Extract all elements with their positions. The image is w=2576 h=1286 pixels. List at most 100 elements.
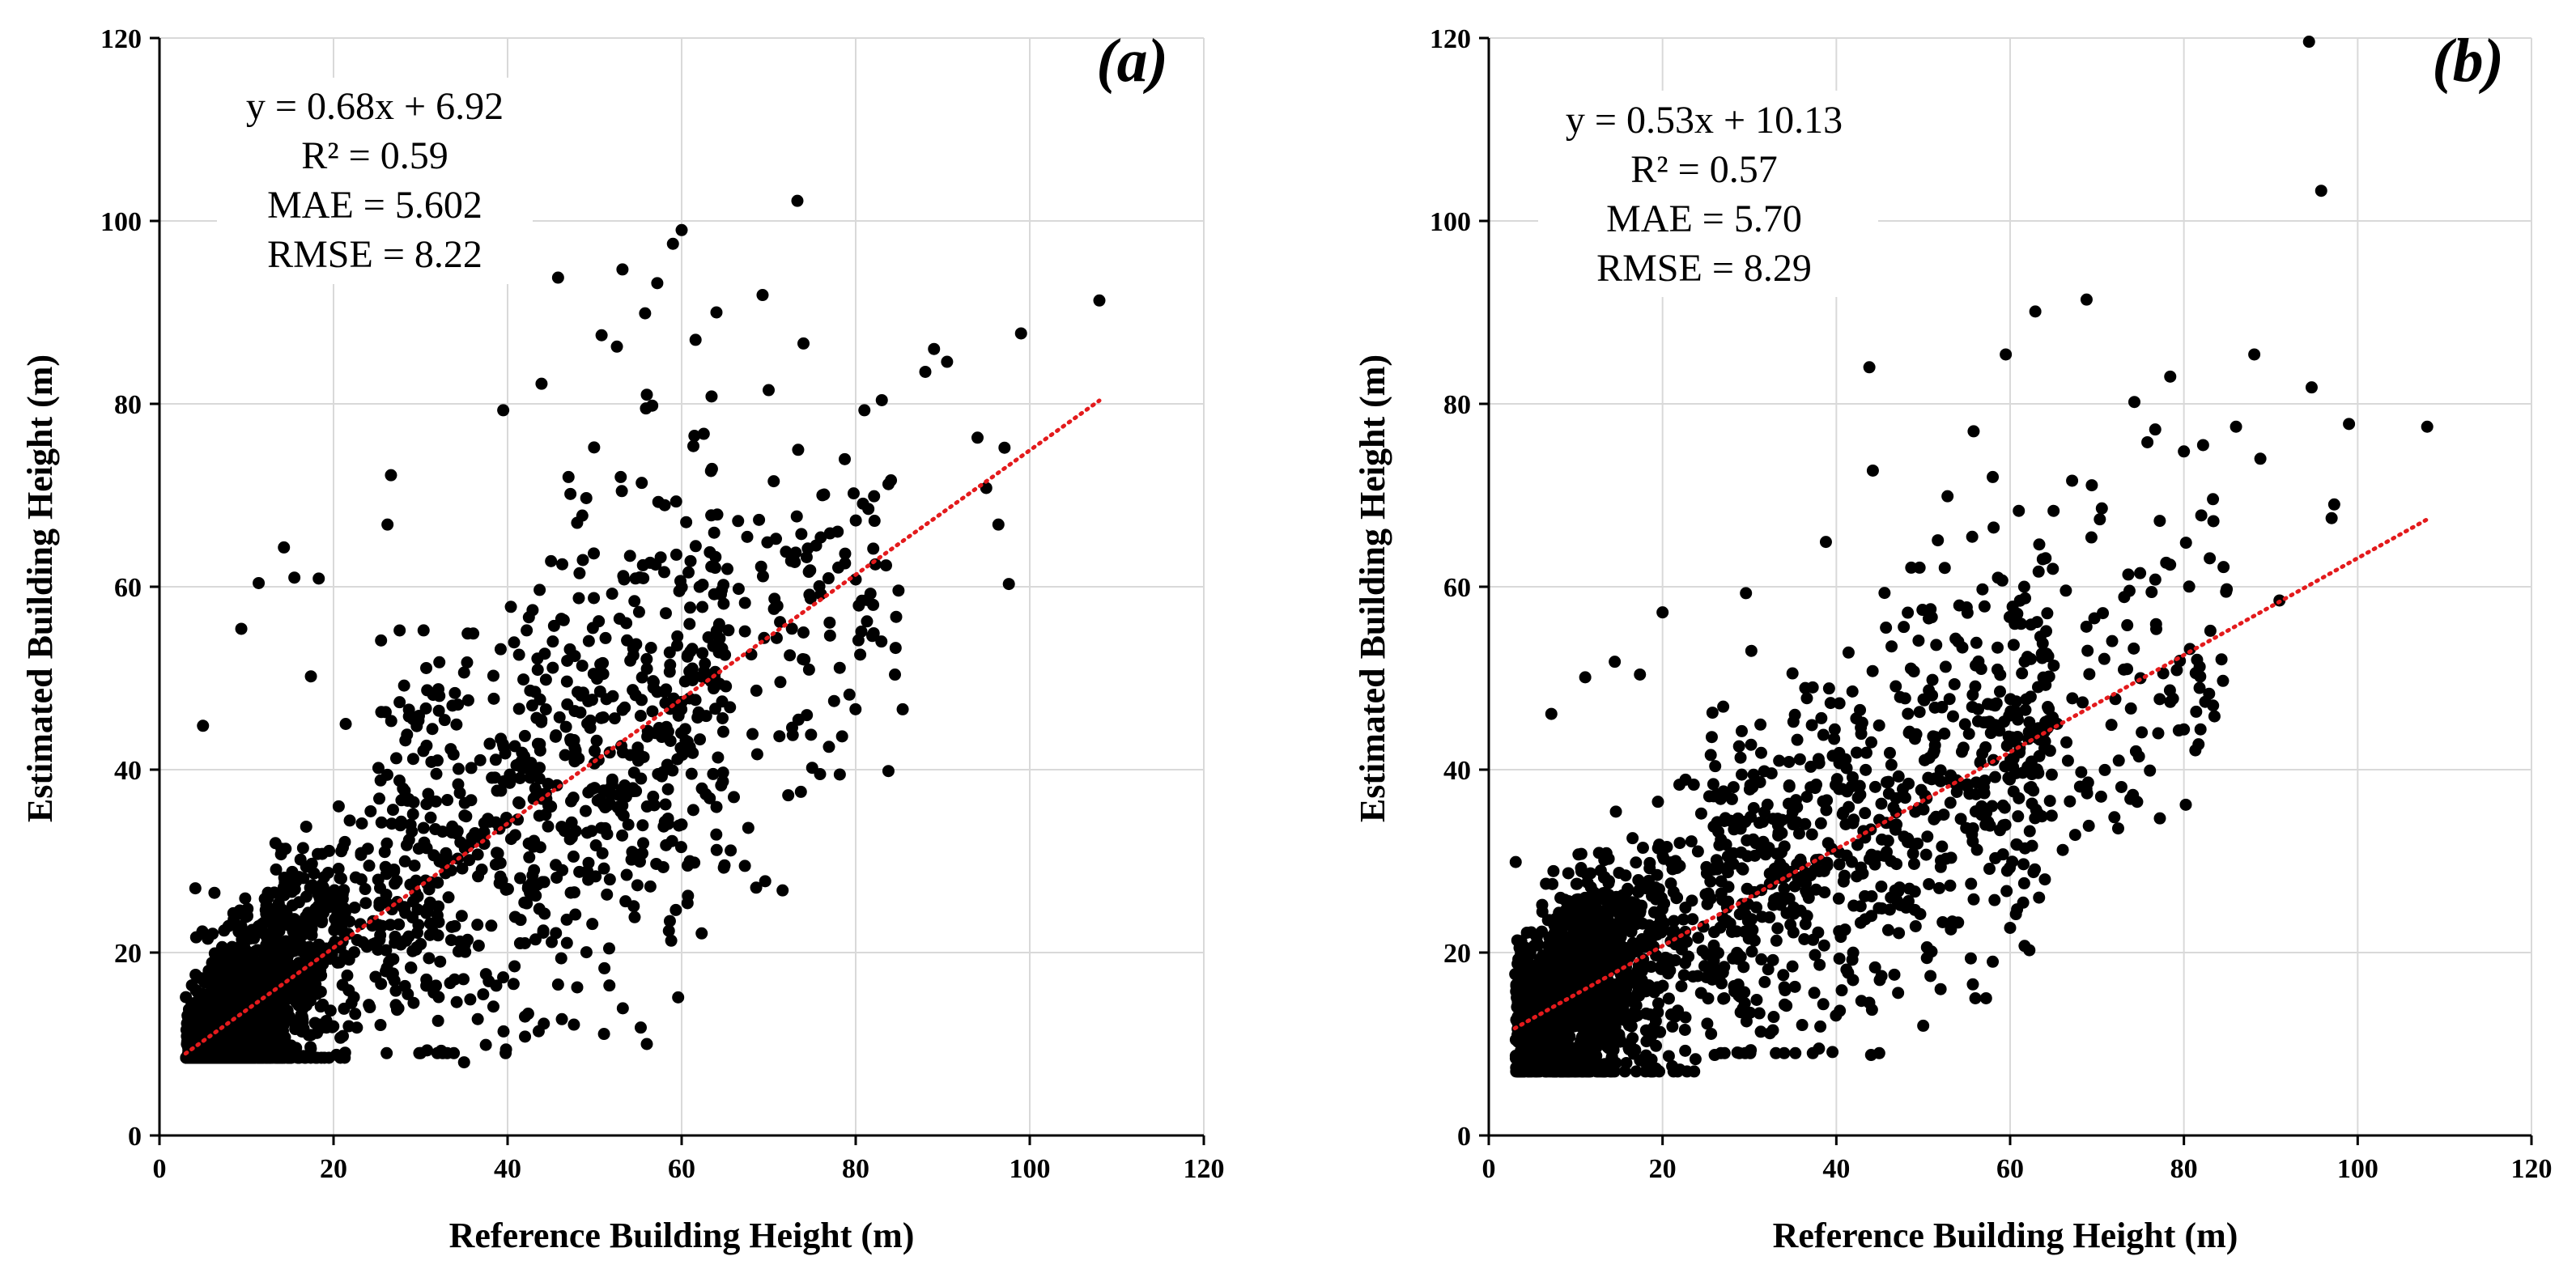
panel-a-data-point [342, 984, 355, 997]
panel-a-data-point [789, 555, 801, 568]
panel-b-data-point [1786, 667, 1799, 680]
panel-a-data-point [542, 820, 555, 833]
panel-b-data-point [1739, 908, 1752, 921]
panel-a-data-point [696, 601, 709, 613]
panel-b-data-point [1707, 820, 1720, 833]
panel-b-data-point [1727, 781, 1740, 794]
panel-a-data-point [256, 1051, 269, 1064]
panel-b-data-point [1728, 980, 1741, 993]
panel-a-data-point [458, 842, 471, 855]
panel-a-data-point [644, 556, 657, 569]
panel-a-data-point [334, 897, 346, 910]
panel-a-data-point [519, 1030, 532, 1043]
panel-a-data-point [513, 771, 526, 784]
panel-a-data-point [338, 884, 351, 897]
panel-b-data-point [1960, 821, 1973, 834]
panel-b-data-point [1627, 969, 1640, 982]
panel-a-data-point [687, 439, 699, 452]
panel-a-data-point [539, 673, 552, 686]
panel-b-data-point [1800, 692, 1813, 705]
panel-b-data-point [1773, 754, 1786, 767]
panel-a-data-point [296, 842, 309, 855]
panel-b-data-point [1745, 945, 1758, 958]
panel-a-data-point [822, 572, 835, 585]
panel-b-data-point [1928, 701, 1941, 714]
panel-b-data-point [2019, 592, 2032, 605]
panel-a-data-point [537, 926, 550, 939]
panel-a-data-point [514, 872, 527, 885]
panel-a-data-point [495, 732, 508, 745]
panel-a-data-point [689, 333, 702, 346]
panel-b-data-point [1791, 733, 1804, 746]
panel-a-data-point [536, 876, 549, 889]
panel-a-data-point [622, 818, 635, 831]
panel-b-data-point [2190, 705, 2203, 718]
panel-b-data-point [1907, 857, 1920, 870]
panel-a-data-point [597, 862, 610, 875]
panel-a-data-point [651, 277, 664, 290]
panel-b-data-point [1990, 697, 2003, 710]
panel-a-data-point [1093, 294, 1106, 307]
panel-b-data-point [2164, 695, 2177, 708]
panel-b-data-point [2004, 753, 2017, 766]
panel-a-data-point [339, 718, 352, 730]
panel-a-data-point [334, 1051, 346, 1064]
panel-b-data-point [1609, 656, 1622, 668]
panel-b-data-point [1817, 728, 1830, 741]
panel-a-data-point [286, 899, 299, 912]
panel-b-data-point [2047, 504, 2060, 517]
panel-a-data-point [471, 919, 484, 932]
panel-b-data-point [1562, 867, 1575, 880]
panel-a-data-point [394, 819, 407, 832]
panel-b-data-point [2061, 754, 2074, 767]
panel-b-data-point [1868, 780, 1881, 793]
panel-b-data-point [1618, 1007, 1631, 1020]
panel-a-data-point [555, 1012, 568, 1025]
panel-b-data-point [1873, 974, 1886, 987]
panel-a-data-point [406, 808, 419, 821]
panel-b-data-point [1925, 945, 1938, 958]
panel-a-data-point [790, 510, 803, 523]
panel-b-data-point [1666, 1020, 1679, 1033]
panel-a-data-point [704, 465, 717, 477]
panel-b-data-point [1707, 939, 1720, 952]
panel-a-data-point [581, 864, 594, 877]
panel-b-data-point [2000, 739, 2013, 752]
panel-a-data-point [527, 840, 540, 853]
panel-b-data-point [1634, 668, 1647, 681]
panel-b-data-point [1555, 926, 1568, 939]
panel-a-data-point [404, 961, 417, 974]
panel-a-data-point [724, 701, 737, 714]
panel-b-data-point [1833, 858, 1846, 871]
panel-a-data-point [675, 702, 688, 715]
panel-b-data-point [1898, 830, 1911, 843]
panel-a-data-point [226, 986, 239, 999]
panel-b-data-point [1558, 1063, 1571, 1076]
panel-a-data-point [508, 829, 521, 842]
panel-b-data-point [2085, 479, 2098, 492]
panel-a-data-point [576, 660, 589, 673]
panel-b-data-point [1705, 1027, 1718, 1040]
panel-a-data-point [576, 554, 589, 567]
panel-b-data-point [2010, 838, 2023, 851]
panel-b-data-point [2027, 784, 2040, 797]
panel-b-data-point [2183, 580, 2196, 593]
panel-a-data-point [355, 847, 368, 859]
panel-a-data-point [211, 1032, 224, 1045]
panel-b-data-point [1643, 919, 1656, 932]
panel-b-x-tick-label: 40 [1822, 1154, 1850, 1184]
panel-b-data-point [1651, 1006, 1664, 1019]
panel-b-data-point [1836, 808, 1849, 821]
panel-a-data-point [272, 935, 285, 948]
panel-b-data-point [2043, 795, 2056, 808]
panel-b-data-point [2021, 761, 2034, 774]
panel-a-data-point [795, 528, 808, 541]
panel-a-data-point [341, 969, 354, 982]
panel-b-data-point [1620, 1056, 1633, 1069]
panel-b-data-point [1753, 1007, 1766, 1020]
panel-b-data-point [1956, 641, 1969, 654]
panel-a-data-point [232, 1051, 245, 1064]
panel-a-data-point [707, 639, 720, 652]
panel-a-data-point [755, 560, 767, 573]
